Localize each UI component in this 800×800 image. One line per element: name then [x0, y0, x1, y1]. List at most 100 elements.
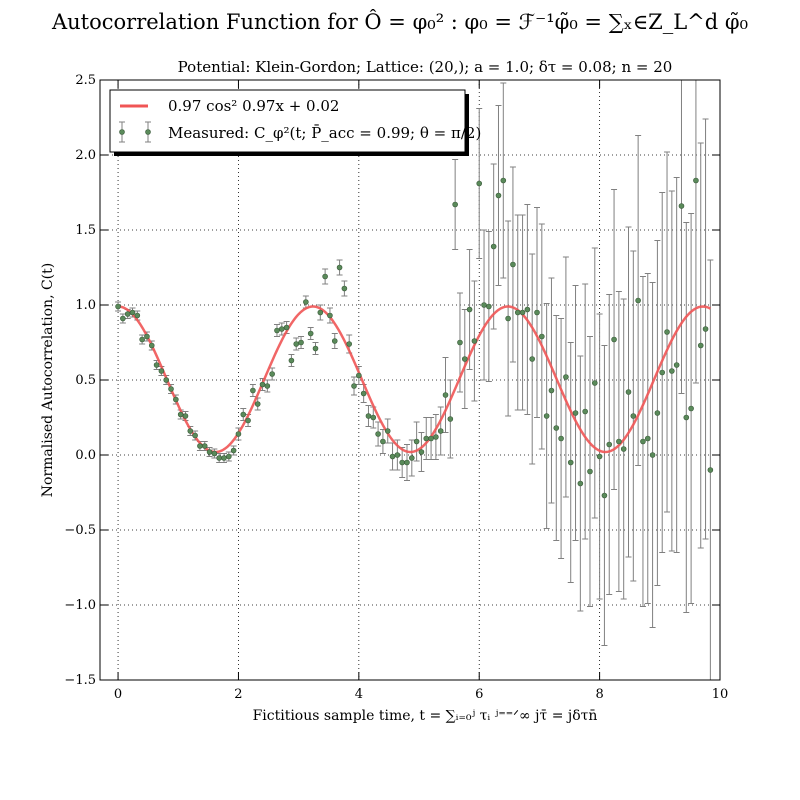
- legend-box: [109, 89, 466, 153]
- data-point: [278, 326, 285, 332]
- legend: 0.97 cos² 0.97x + 0.02 Measured: C_φ²(t;…: [109, 89, 481, 156]
- y-tick-label: −1.5: [64, 673, 96, 688]
- data-point: [673, 362, 680, 368]
- data-point: [259, 381, 266, 388]
- data-point: [409, 455, 415, 461]
- data-point: [707, 467, 714, 473]
- data-point: [519, 309, 526, 316]
- data-point: [601, 492, 608, 499]
- data-point: [211, 450, 218, 457]
- data-point: [471, 338, 478, 344]
- data-point: [688, 405, 694, 412]
- data-point: [442, 392, 449, 398]
- data-point: [399, 459, 405, 466]
- y-tick-label: 0.5: [75, 373, 96, 388]
- data-point: [423, 435, 430, 442]
- data-point: [524, 306, 531, 313]
- y-tick-label: −0.5: [64, 523, 96, 538]
- data-point: [510, 261, 516, 268]
- data-point: [558, 435, 564, 442]
- data-point: [534, 309, 540, 316]
- data-point: [201, 443, 208, 449]
- data-point: [303, 299, 309, 305]
- data-point: [486, 303, 492, 310]
- data-point: [591, 380, 598, 386]
- y-tick-label: 2.5: [75, 73, 96, 88]
- x-tick-label: 6: [475, 687, 483, 702]
- data-point: [553, 425, 560, 431]
- data-point: [322, 273, 328, 280]
- data-point: [226, 453, 232, 460]
- legend-fit-label: 0.97 cos² 0.97x + 0.02: [168, 97, 339, 115]
- data-point: [500, 177, 507, 184]
- data-point: [307, 330, 314, 337]
- chart-subtitle: Potential: Klein-Gordon; Lattice: (20,);…: [177, 58, 673, 76]
- data-point: [288, 357, 295, 364]
- data-point: [529, 356, 535, 362]
- data-point: [394, 452, 401, 458]
- data-point: [572, 410, 579, 416]
- data-point: [620, 446, 627, 452]
- y-tick-label: 2.0: [75, 148, 96, 163]
- data-point: [611, 336, 617, 343]
- data-point: [630, 413, 637, 419]
- data-point: [587, 468, 593, 475]
- legend-measured-label: Measured: C_φ²(t; P̄_acc = 0.99; θ = π/2…: [168, 124, 481, 142]
- data-point: [235, 431, 242, 437]
- data-point: [380, 438, 386, 445]
- data-point: [606, 441, 613, 448]
- data-point: [120, 315, 126, 322]
- data-point: [192, 432, 198, 439]
- data-point: [466, 306, 473, 313]
- grid: [100, 79, 721, 681]
- data-point: [669, 368, 675, 374]
- x-axis-label: Fictitious sample time, t = ∑ᵢ₌₀ʲ τᵢ ʲ⁼⁼…: [252, 708, 598, 724]
- data-point: [341, 285, 348, 292]
- data-point: [625, 389, 632, 395]
- data-point: [153, 362, 160, 368]
- fit-curve: [117, 305, 711, 454]
- legend-point: [119, 129, 125, 135]
- data-point: [158, 368, 165, 374]
- data-point: [697, 342, 704, 349]
- x-tick-label: 8: [595, 687, 603, 702]
- data-point: [418, 449, 425, 455]
- data-point: [245, 417, 251, 424]
- data-point: [437, 428, 444, 434]
- data-point-layer: [115, 177, 714, 499]
- data-point: [298, 339, 304, 346]
- data-point: [539, 333, 545, 340]
- data-point: [543, 413, 550, 419]
- data-point: [447, 416, 454, 422]
- data-point: [664, 329, 670, 335]
- data-point: [654, 410, 661, 416]
- data-point: [389, 453, 396, 460]
- axis-ticks: 0 2 4 6 8 10 −1.5 −1.0 −0.5 0.0 0.5 1.0 1.5 2.0 2.5: [64, 73, 728, 702]
- data-point: [264, 383, 271, 389]
- data-point: [216, 455, 222, 461]
- x-tick-label: 4: [355, 687, 363, 702]
- data-point: [221, 455, 227, 461]
- y-tick-label: 0.0: [75, 448, 96, 463]
- data-point: [683, 414, 690, 421]
- data-point: [129, 309, 136, 316]
- y-tick-label: 1.0: [75, 298, 96, 313]
- data-point: [370, 414, 377, 421]
- data-point: [148, 342, 155, 349]
- data-point: [452, 201, 458, 208]
- data-point: [168, 386, 174, 392]
- data-point: [514, 309, 521, 316]
- data-point: [139, 336, 145, 343]
- data-point: [433, 434, 439, 440]
- data-point: [375, 431, 381, 437]
- x-tick-label: 0: [114, 687, 122, 702]
- data-point: [336, 264, 343, 271]
- data-point: [163, 377, 170, 383]
- data-point: [293, 341, 300, 347]
- data-point: [563, 374, 569, 380]
- data-point: [457, 339, 463, 346]
- data-point: [678, 203, 685, 209]
- data-point: [640, 438, 646, 445]
- data-point: [173, 396, 179, 403]
